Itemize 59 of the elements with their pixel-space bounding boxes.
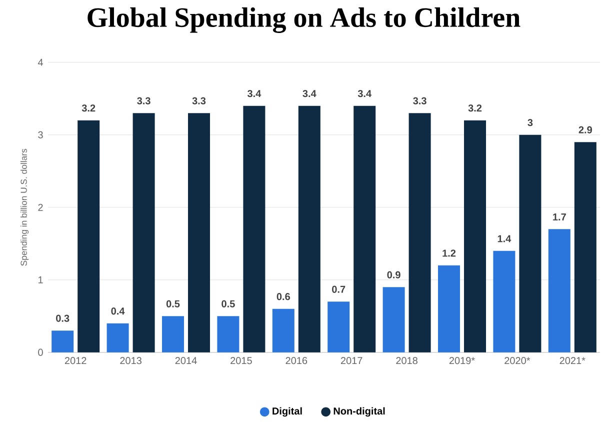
bar [354,106,376,352]
x-tick-label: 2013 [120,357,142,364]
x-tick-label: 2014 [175,357,197,364]
bar [548,229,570,352]
y-tick-label: 2 [38,204,43,211]
data-label: 0.4 [111,308,125,315]
data-label: 0.5 [166,300,180,308]
data-label: 3.3 [192,97,206,104]
legend-label: Non-digital [334,407,385,417]
data-label: 1.7 [553,214,566,220]
data-label: 2.9 [578,126,592,134]
bar [188,113,210,352]
data-label: 3 [528,119,533,126]
bar [106,323,129,352]
x-tick-label: 2017 [340,357,362,364]
data-label: 0.7 [332,286,346,293]
data-label: 3.4 [358,90,372,98]
y-tick-label: 3 [38,131,43,138]
bar [464,120,486,352]
data-label: 0.3 [56,314,70,322]
x-tick-label: 2020* [504,357,530,364]
bar [519,134,542,352]
chart-title: Global Spending on Ads to Children [88,7,520,34]
x-tick-label: 2015 [230,357,252,364]
y-tick-label: 1 [38,276,43,284]
bar [52,330,74,352]
bar [243,106,266,352]
data-label: 0.9 [387,271,400,278]
data-label: 1.4 [498,235,512,242]
legend-label: Digital [272,407,302,417]
data-label: 3.2 [468,104,482,112]
bar [328,302,350,352]
data-label: 3.3 [413,97,426,104]
bar [438,265,460,352]
x-tick-label: 2016 [286,357,308,364]
bar [217,316,240,352]
bar [78,120,100,352]
y-tick-label: 4 [38,58,43,66]
x-tick-label: 2019* [449,357,475,364]
data-label: 0.5 [222,300,235,308]
bar [298,106,320,352]
bar [574,142,596,352]
data-label: 3.2 [82,104,96,112]
bar [493,250,516,352]
bar [382,287,405,352]
bar [272,308,294,352]
bar [132,113,155,352]
data-label: 3.3 [137,97,150,104]
y-axis-title: Spending in billion U.S. dollars [20,149,29,266]
data-label: 3.4 [247,90,262,98]
data-label: 1.2 [442,250,456,257]
x-tick-label: 2018 [396,357,418,364]
data-label: 3.4 [302,90,316,98]
data-label: 0.6 [276,293,290,300]
x-tick-label: 2021* [560,357,586,364]
y-tick-label: 0 [38,348,43,356]
x-tick-label: 2012 [64,357,86,364]
bar [162,316,184,352]
bar [408,113,431,352]
